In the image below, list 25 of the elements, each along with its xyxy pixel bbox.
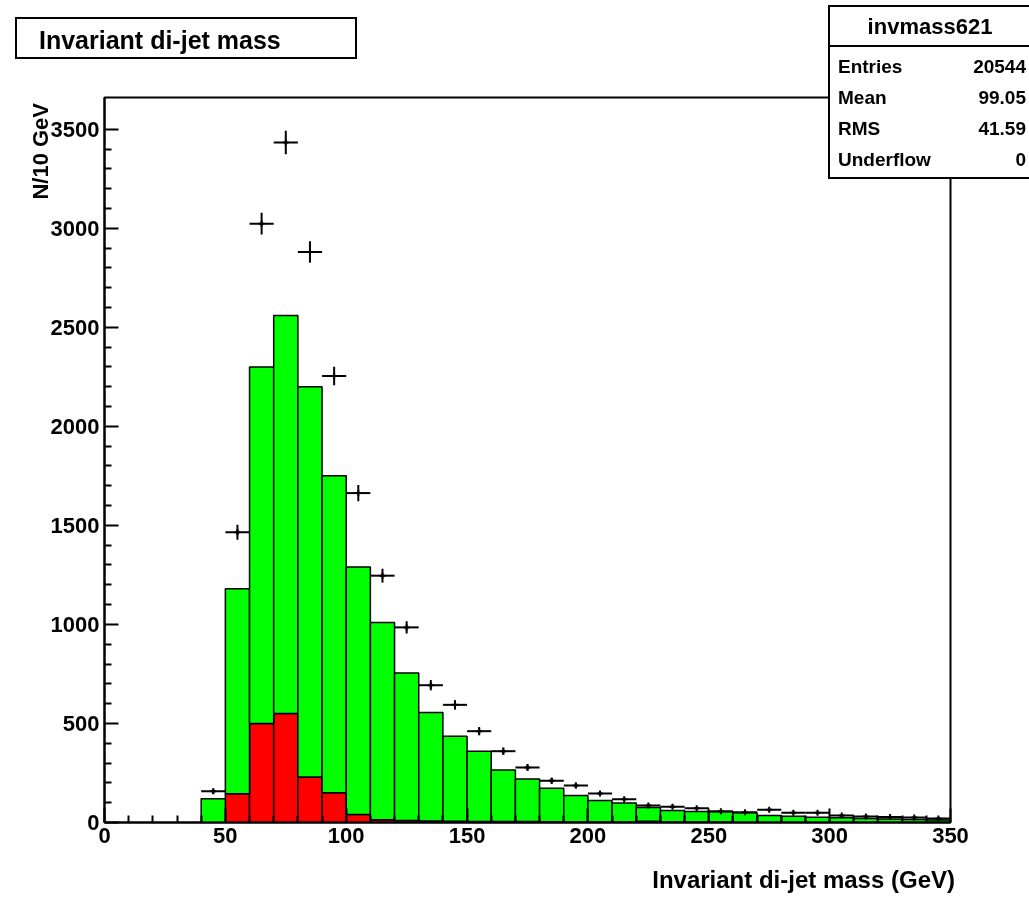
y-tick-label: 2000 (50, 413, 100, 439)
x-tick-label: 100 (327, 822, 365, 848)
annotation: RMS (838, 117, 881, 141)
x-tick-label: 150 (448, 822, 486, 848)
x-axis-title: Invariant di-jet mass (GeV) (652, 865, 955, 895)
y-tick-label: 1000 (50, 611, 100, 637)
y-tick-label: 3000 (50, 215, 100, 241)
y-tick-label: 1500 (50, 512, 100, 538)
x-tick-label: 50 (213, 822, 238, 848)
text: 99.05 (978, 86, 1026, 110)
text: invmass621 (830, 7, 1029, 47)
text: 0 (1015, 148, 1026, 172)
y-tick-label: 2500 (50, 314, 100, 340)
text: 41.59 (978, 117, 1026, 141)
text: 20544 (973, 55, 1026, 79)
y-tick-label: 500 (62, 710, 100, 736)
x-tick-label: 250 (690, 822, 728, 848)
x-tick-label: 350 (932, 822, 969, 848)
x-tick-label: 200 (569, 822, 607, 848)
y-tick-label: 3500 (50, 116, 100, 142)
annotation: Underflow (838, 148, 931, 172)
x-tick-label: 300 (811, 822, 849, 848)
text: Entries (838, 55, 903, 79)
annotation: Mean (838, 86, 887, 110)
chart-title: Invariant di-jet mass (15, 17, 357, 59)
